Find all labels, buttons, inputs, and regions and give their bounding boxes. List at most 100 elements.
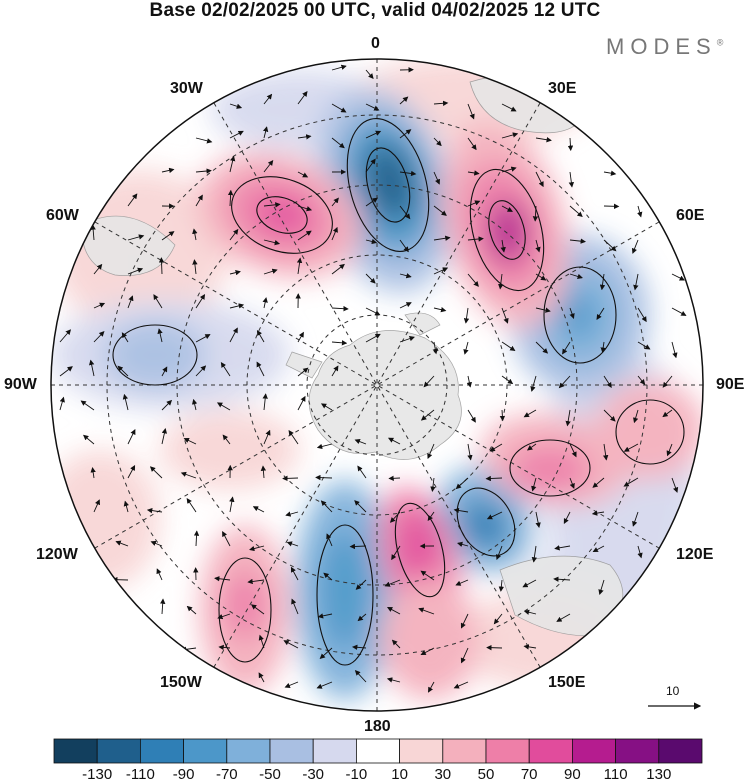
wind-arrow: [315, 474, 333, 481]
wind-arrow: [530, 375, 537, 392]
wind-arrow: [351, 644, 367, 651]
wind-arrow: [286, 541, 299, 547]
wind-arrow: [282, 475, 299, 482]
wind-arrow: [531, 477, 537, 492]
wind-arrow: [592, 545, 605, 553]
wind-arrow: [399, 239, 409, 253]
wind-arrow: [331, 64, 347, 71]
colorbar-tick-label: -70: [215, 766, 238, 783]
wind-arrow: [227, 189, 234, 207]
wind-arrow: [535, 307, 551, 313]
wind-arrow: [623, 477, 639, 487]
wind-arrow: [569, 307, 575, 319]
wind-arrow: [262, 393, 268, 411]
colorbar-swatch: [312, 738, 357, 764]
wind-arrow: [146, 507, 163, 514]
wind-arrow: [671, 477, 679, 493]
wind-arrow: [285, 511, 299, 517]
wind-arrow: [455, 579, 469, 586]
colorbar-swatch: [183, 738, 228, 764]
wind-arrow: [365, 273, 376, 284]
lon-label-30w: 30W: [170, 80, 203, 97]
wind-arrow: [195, 168, 212, 174]
wind-arrow: [365, 158, 376, 173]
wind-arrow: [354, 670, 367, 683]
wind-arrow: [150, 540, 163, 547]
wind-arrow: [535, 239, 541, 253]
wind-arrow: [263, 239, 281, 246]
wind-arrow: [127, 234, 145, 241]
wind-arrow: [331, 103, 347, 113]
wind-arrow: [563, 511, 571, 525]
wind-arrow: [399, 273, 412, 279]
wind-arrow: [666, 443, 673, 457]
wind-arrow: [498, 273, 504, 290]
wind-arrow: [180, 471, 197, 479]
wind-arrow: [297, 230, 312, 241]
wind-arrow: [637, 205, 643, 218]
wind-arrow: [365, 103, 380, 111]
wind-arrow: [501, 103, 517, 112]
wind-arrow: [229, 496, 235, 513]
wind-arrow: [662, 375, 673, 388]
wind-arrow: [263, 202, 281, 208]
wind-arrow: [193, 530, 200, 547]
wind-arrow: [467, 200, 481, 207]
lon-label-180: 180: [364, 718, 391, 735]
wind-arrow: [523, 409, 537, 418]
wind-arrow-field: [59, 64, 687, 693]
colorbar-tick-label: 130: [646, 766, 672, 783]
wind-arrow: [90, 224, 96, 241]
wind-arrow: [117, 365, 129, 377]
wind-arrow: [320, 403, 333, 411]
wind-arrow: [88, 359, 95, 377]
wind-arrow: [222, 531, 231, 547]
wind-arrow: [467, 103, 475, 120]
wind-arrow: [355, 579, 367, 590]
colorbar-tick-label: -10: [345, 766, 368, 783]
wind-arrow: [420, 409, 435, 421]
wind-arrow: [433, 137, 442, 147]
wind-arrow: [453, 681, 469, 689]
wind-arrow: [565, 409, 571, 427]
wind-arrow: [485, 475, 503, 482]
wind-arrow: [186, 605, 197, 615]
wind-arrow: [161, 366, 168, 377]
wind-arrow: [250, 604, 265, 615]
wind-arrow: [297, 91, 308, 105]
wind-arrow: [671, 307, 687, 316]
wind-arrow: [290, 566, 299, 581]
wind-arrow: [229, 103, 243, 109]
wind-arrow: [501, 341, 516, 352]
wind-arrow: [195, 194, 203, 207]
wind-arrow: [493, 613, 503, 625]
wind-arrow: [331, 365, 339, 377]
wind-arrow: [291, 598, 299, 615]
wind-arrow: [433, 267, 449, 275]
wind-arrow: [317, 613, 333, 619]
wind-arrow: [263, 126, 269, 139]
colorbar-tick-label: -50: [259, 766, 281, 783]
wind-arrow: [388, 475, 401, 481]
wind-arrow: [93, 302, 106, 309]
wind-arrow: [93, 263, 103, 275]
colorbar-tick-label: 10: [391, 766, 408, 783]
modes-logo: MODES®: [606, 34, 724, 59]
wind-arrow: [455, 477, 469, 490]
wind-arrow: [387, 437, 401, 445]
wind-arrow: [603, 409, 616, 422]
wind-arrow: [83, 434, 95, 445]
wind-arrow: [258, 672, 265, 683]
wind-arrow: [600, 341, 606, 353]
lon-label-90e: 90E: [716, 376, 745, 393]
wind-arrow: [149, 466, 163, 479]
wind-arrow: [59, 366, 73, 377]
colorbar-tick-label: 70: [520, 766, 538, 783]
wind-arrow: [161, 399, 173, 411]
colorbar-swatch: [53, 738, 98, 764]
wind-arrow: [423, 375, 435, 388]
colorbar-tick-label: -130: [82, 766, 113, 783]
wind-arrow: [365, 130, 382, 139]
wind-arrow: [93, 331, 105, 343]
wind-arrow: [569, 238, 586, 244]
